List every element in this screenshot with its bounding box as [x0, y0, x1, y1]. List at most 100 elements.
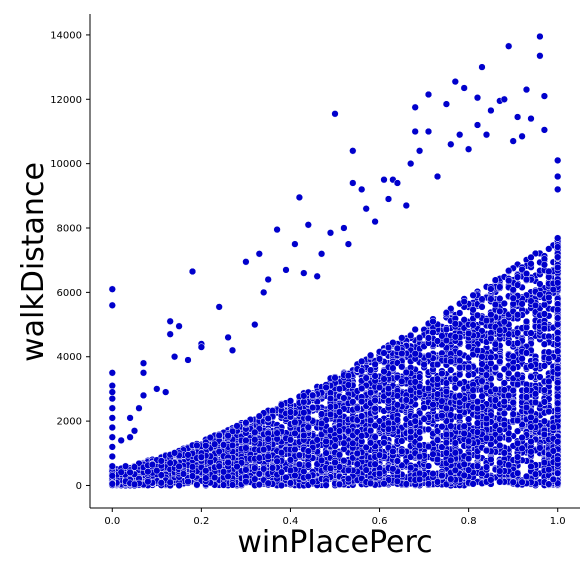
scatter-point-cloud — [380, 367, 388, 376]
scatter-point-cloud — [442, 387, 451, 396]
scatter-point-cloud — [500, 409, 508, 418]
scatter-point-cloud — [531, 301, 540, 310]
scatter-point-cloud — [277, 449, 286, 457]
scatter-point-cloud — [505, 369, 513, 378]
scatter-point-cloud — [358, 412, 366, 420]
scatter-point-cloud — [335, 385, 344, 393]
scatter-point-cloud — [545, 377, 553, 386]
scatter-point-cloud — [540, 340, 549, 348]
scatter-point-cloud — [460, 429, 468, 438]
scatter-point-cloud — [415, 334, 424, 342]
scatter-point-cloud — [505, 276, 513, 285]
scatter-point-cloud — [500, 318, 508, 326]
scatter-point-cloud — [545, 293, 553, 302]
scatter-point-cloud — [505, 267, 513, 275]
scatter-point-cloud — [540, 362, 549, 370]
scatter-point-cloud — [509, 286, 517, 294]
scatter-point-cloud — [353, 460, 361, 468]
scatter-point-cloud — [398, 447, 406, 455]
scatter-point-cloud — [469, 291, 477, 299]
scatter-point-cloud — [554, 243, 562, 251]
scatter-point-cloud — [429, 450, 437, 458]
scatter-point-cloud — [326, 464, 335, 473]
scatter-point-cloud — [322, 449, 330, 457]
scatter-point-cloud — [496, 478, 504, 486]
scatter-point-cloud — [527, 373, 535, 381]
scatter-point-cloud — [473, 419, 482, 427]
scatter-point-cloud — [482, 371, 491, 379]
scatter-point-cloud — [166, 478, 174, 486]
scatter-point-cloud — [291, 418, 299, 426]
scatter-point-cloud — [371, 433, 379, 441]
scatter-point-cloud — [536, 373, 544, 381]
scatter-point-cloud — [219, 441, 228, 449]
scatter-point-cloud — [251, 428, 259, 436]
scatter-point-cloud — [496, 441, 504, 450]
scatter-point-cloud — [513, 273, 522, 281]
scatter-point-cloud — [536, 444, 544, 452]
scatter-point-cloud — [224, 432, 232, 440]
scatter-point-cloud — [540, 398, 549, 406]
scatter-point-cloud — [433, 478, 442, 486]
scatter-point-cloud — [188, 472, 197, 480]
scatter-point-cloud — [478, 303, 486, 311]
scatter-point-cloud — [456, 356, 464, 365]
scatter-point-cloud — [545, 267, 553, 276]
scatter-point-cloud — [527, 413, 535, 422]
scatter-point-cloud — [513, 427, 522, 435]
scatter-point-cloud — [130, 480, 139, 488]
scatter-point-cloud — [464, 342, 473, 351]
scatter-point-cloud — [456, 349, 464, 357]
scatter-point-cloud — [415, 428, 424, 436]
scatter-point-cloud — [554, 399, 562, 407]
scatter-point-cloud — [344, 372, 353, 380]
scatter-point-cloud — [554, 328, 562, 337]
scatter-point-cloud — [478, 392, 486, 400]
scatter-point-cloud — [518, 300, 526, 308]
scatter-point-cloud — [478, 353, 486, 361]
scatter-point-cloud — [309, 403, 317, 412]
scatter-point-cloud — [527, 253, 535, 262]
scatter-point-cloud — [527, 260, 535, 268]
scatter-point-cloud — [371, 372, 379, 380]
scatter-point-cloud — [442, 379, 451, 387]
scatter-point-cloud — [513, 453, 522, 461]
scatter-point-cloud — [144, 468, 152, 476]
scatter-point-cloud — [522, 349, 531, 357]
scatter-point-cloud — [353, 449, 361, 458]
scatter-point-cloud — [366, 366, 375, 374]
scatter-point-cloud — [536, 291, 544, 299]
scatter-point-cloud — [442, 430, 451, 439]
scatter-point-cloud — [193, 441, 201, 450]
scatter-point-cloud — [277, 401, 286, 409]
scatter-point-cloud — [326, 394, 335, 403]
scatter-point-cloud — [505, 339, 513, 347]
scatter-point-cloud — [464, 437, 473, 445]
scatter-point-cloud — [175, 462, 183, 471]
scatter-point-cloud — [554, 306, 562, 314]
scatter-point-cloud — [402, 480, 410, 488]
scatter-point-cloud — [375, 355, 384, 363]
scatter-point-cloud — [487, 334, 495, 343]
scatter-point-cloud — [442, 449, 451, 457]
scatter-point-cloud — [175, 481, 183, 490]
scatter-point-cloud — [509, 294, 517, 302]
scatter-point-cloud — [522, 317, 531, 326]
scatter-point-cloud — [464, 371, 473, 379]
scatter-point-cloud — [540, 417, 549, 425]
scatter-point-cloud — [518, 478, 526, 486]
scatter-point-cloud — [353, 404, 361, 412]
scatter-point-cloud — [331, 374, 339, 382]
scatter-point-cloud — [496, 426, 504, 434]
scatter-point-cloud — [496, 294, 504, 303]
scatter-point-cloud — [496, 459, 504, 467]
scatter-point-cloud — [362, 374, 370, 382]
scatter-point-cloud — [487, 285, 495, 293]
scatter-point-cloud — [469, 480, 477, 488]
scatter-point-cloud — [371, 460, 379, 468]
scatter-point-cloud — [322, 481, 330, 489]
scatter-point-cloud — [344, 466, 353, 474]
scatter-point-cloud — [509, 410, 517, 418]
scatter-point-cloud — [442, 325, 451, 334]
